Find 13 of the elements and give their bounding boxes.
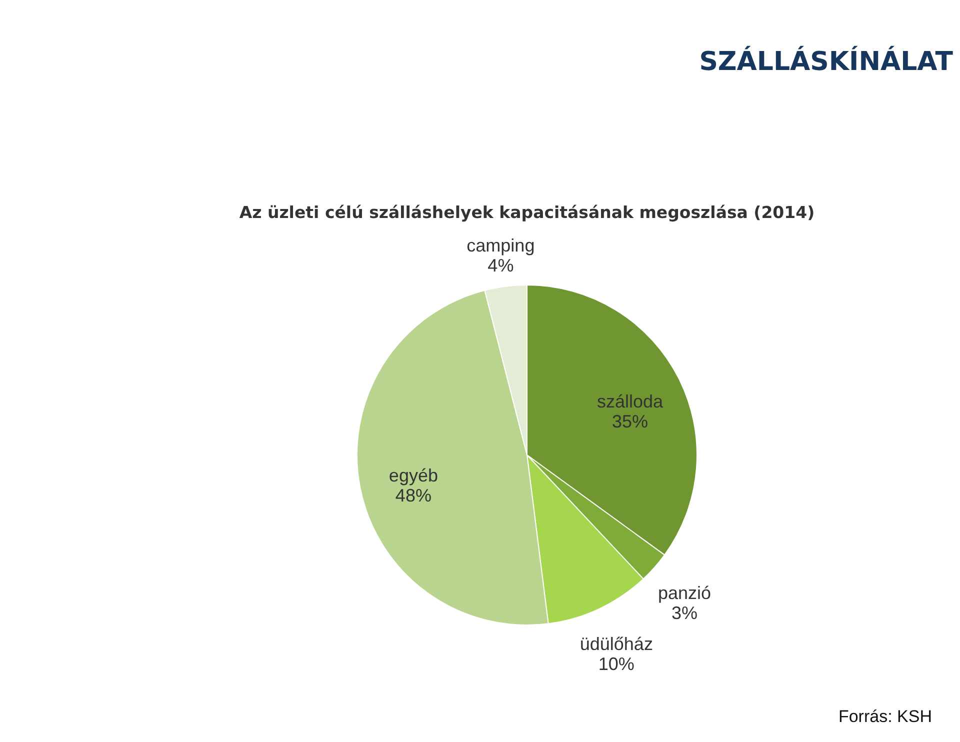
text: SZÁLLÁSKÍNÁLAT (699, 45, 954, 77)
data-label: 4% (488, 256, 514, 276)
data-label: 35% (612, 412, 648, 432)
data-label: 3% (672, 602, 698, 623)
data-label: 10% (598, 654, 634, 674)
slice-label: camping (466, 236, 535, 256)
text: Forrás: KSH (838, 707, 932, 726)
slice-label: egyéb (388, 466, 438, 486)
slice-label: üdülőház (580, 634, 653, 654)
slice-label: szálloda (596, 392, 664, 412)
data-label: 48% (395, 486, 432, 506)
chart-subtitle: Az üzleti célú szálláshelyek kapacitásának megoszlása (2014) (239, 203, 815, 222)
slice-label: panzió (658, 582, 712, 603)
